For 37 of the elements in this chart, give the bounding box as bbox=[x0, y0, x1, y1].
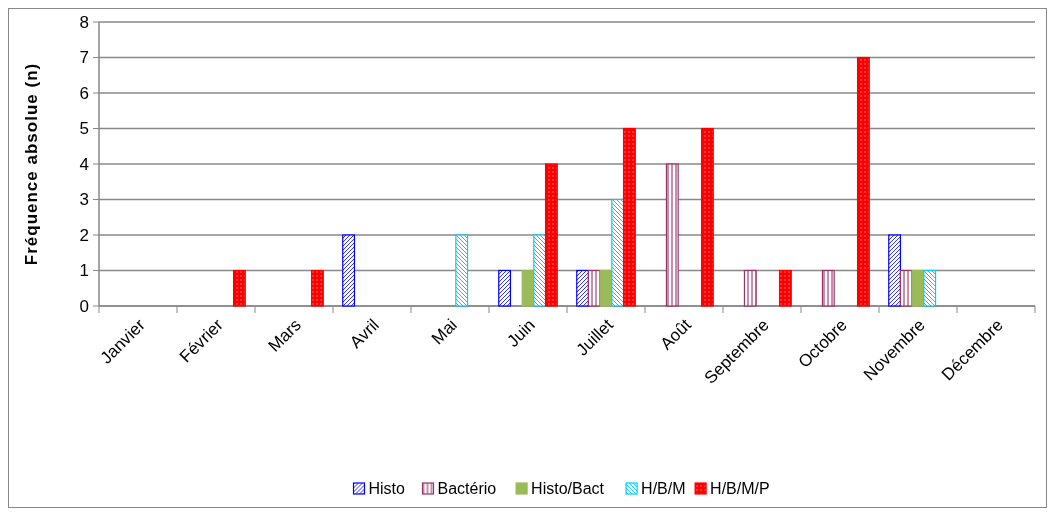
y-tick-label: 6 bbox=[79, 83, 89, 103]
bar bbox=[888, 234, 902, 307]
bar bbox=[622, 127, 636, 307]
bar bbox=[533, 234, 547, 307]
bar bbox=[743, 269, 757, 307]
bar bbox=[310, 269, 324, 307]
y-tick-label: 8 bbox=[79, 12, 89, 32]
x-tick-label: Mai bbox=[428, 315, 461, 349]
legend-label: Bactério bbox=[437, 480, 497, 497]
y-axis-title: Fréquence absolue (n) bbox=[22, 62, 41, 266]
y-tick-label: 5 bbox=[79, 119, 89, 139]
y-tick-label: 0 bbox=[79, 296, 89, 316]
y-tick-label: 7 bbox=[79, 48, 89, 68]
bar bbox=[544, 163, 558, 307]
bar bbox=[342, 234, 356, 307]
bar bbox=[821, 269, 835, 307]
y-tick-label: 2 bbox=[79, 225, 89, 245]
bar bbox=[455, 234, 469, 307]
bar bbox=[700, 127, 714, 307]
bar bbox=[611, 198, 625, 307]
bar bbox=[778, 269, 792, 307]
bar bbox=[232, 269, 246, 307]
y-tick-label: 3 bbox=[79, 190, 89, 210]
y-tick-label: 4 bbox=[79, 154, 89, 174]
bar bbox=[856, 56, 870, 307]
bar bbox=[665, 163, 679, 307]
legend-label: H/B/M bbox=[641, 480, 686, 497]
x-tick-label: Juin bbox=[503, 315, 539, 351]
bar bbox=[576, 269, 590, 307]
legend-label: H/B/M/P bbox=[710, 480, 770, 497]
legend-label: Histo bbox=[368, 480, 406, 497]
bar bbox=[899, 269, 913, 307]
legend-label: Histo/Bact bbox=[531, 480, 605, 497]
y-tick-label: 1 bbox=[79, 261, 89, 281]
bar bbox=[498, 269, 512, 307]
bar bbox=[923, 269, 937, 307]
bar bbox=[587, 269, 601, 307]
